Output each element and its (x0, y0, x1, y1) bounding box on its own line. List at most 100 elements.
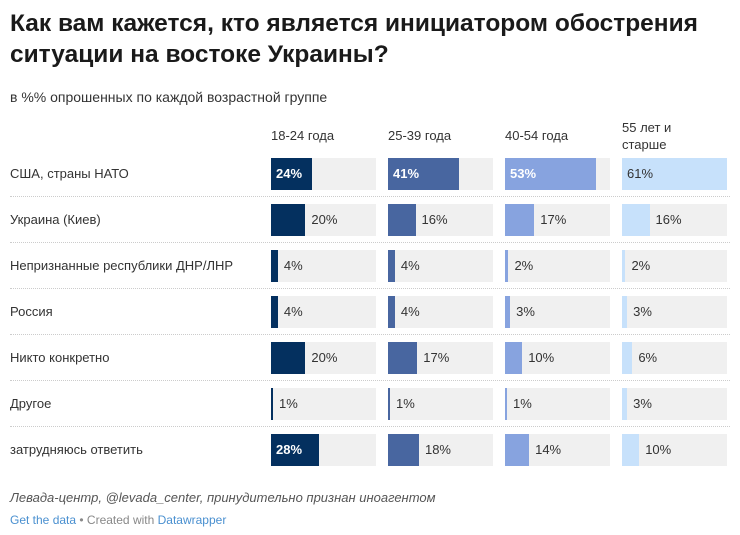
bar-value: 20% (311, 350, 338, 365)
row-divider (10, 380, 730, 381)
bar-value: 17% (540, 212, 567, 227)
row-divider (10, 334, 730, 335)
bar (622, 296, 628, 328)
bar-cell: 1% (271, 388, 376, 420)
bar-cell: 28% (271, 434, 376, 466)
chart-subtitle: в %% опрошенных по каждой возрастной гру… (10, 89, 328, 105)
bar-cell: 6% (622, 342, 727, 374)
bar-cell: 10% (622, 434, 727, 466)
bar-cell: 1% (505, 388, 610, 420)
bar-cell: 17% (505, 204, 610, 236)
bar-cell: 20% (271, 204, 376, 236)
bar (271, 204, 306, 236)
bar-value: 2% (631, 258, 651, 273)
bar (388, 250, 395, 282)
get-data-link[interactable]: Get the data (10, 513, 77, 527)
bar-cell: 3% (622, 296, 727, 328)
bar-cell: 4% (388, 250, 493, 282)
bar-value: 16% (421, 212, 448, 227)
bar-value: 14% (535, 442, 562, 457)
bar-cell: 2% (505, 250, 610, 282)
bar (271, 388, 273, 420)
column-header[interactable]: 55 лет и старше (622, 120, 672, 152)
bar-value: 3% (633, 304, 652, 319)
bar (388, 296, 395, 328)
bar-value: 1% (513, 396, 532, 411)
bar-cell: 10% (505, 342, 610, 374)
bar (388, 388, 390, 420)
bar-value: 61% (627, 166, 654, 181)
bar-value: 1% (279, 396, 298, 411)
bar-cell: 53% (505, 158, 610, 190)
bar-cell: 17% (388, 342, 493, 374)
bar-value: 20% (311, 212, 338, 227)
bar-cell: 16% (388, 204, 493, 236)
bar (271, 342, 306, 374)
bar-cell: 3% (505, 296, 610, 328)
bar (505, 158, 597, 190)
bar (388, 204, 416, 236)
bar (271, 434, 320, 466)
bar (388, 158, 459, 190)
row-divider (10, 242, 730, 243)
bar-value: 2% (514, 258, 534, 273)
bar-cell: 4% (388, 296, 493, 328)
bar-value: 3% (633, 396, 652, 411)
bar (622, 250, 626, 282)
bar-value: 28% (276, 442, 303, 457)
bar (505, 388, 507, 420)
row-label: Россия (10, 304, 53, 319)
bar-value: 4% (400, 258, 420, 273)
bar-value: 6% (638, 350, 658, 365)
table-row: Непризнанные республики ДНР/ЛНР 4% 4% 2% 2% (10, 243, 730, 289)
bar-value: 1% (396, 396, 415, 411)
bar-value: 4% (283, 258, 303, 273)
bar (271, 296, 278, 328)
table-row: Никто конкретно 20% 17% 10% 6% (10, 335, 730, 381)
row-label: Никто конкретно (10, 350, 110, 365)
bar (271, 158, 313, 190)
bar-cell: 41% (388, 158, 493, 190)
chart-title: Как вам кажется, кто является инициаторо… (10, 10, 698, 68)
bar-cell: 24% (271, 158, 376, 190)
bar-value: 17% (423, 350, 450, 365)
column-header[interactable]: 40-54 года (505, 128, 569, 143)
bar-cell: 14% (505, 434, 610, 466)
bar (622, 434, 640, 466)
bar-value: 3% (516, 304, 535, 319)
bar (622, 204, 650, 236)
bar-value: 10% (528, 350, 555, 365)
bar (505, 296, 511, 328)
table-row: Россия 4% 4% 3% 3% (10, 289, 730, 335)
row-label: Непризнанные республики ДНР/ЛНР (10, 258, 234, 273)
bar (388, 434, 419, 466)
bar (505, 250, 509, 282)
source-note: Левада-центр, @levada_center, принудител… (10, 490, 436, 505)
bar-value: 4% (283, 304, 303, 319)
bar-value: 53% (510, 166, 537, 181)
datawrapper-link[interactable]: Datawrapper (157, 513, 227, 527)
bar-cell: 16% (622, 204, 727, 236)
footer: Get the data • Created with Datawrapper (10, 513, 226, 527)
bar (505, 204, 535, 236)
bar-cell: 61% (622, 158, 727, 190)
bar-value: 18% (424, 442, 451, 457)
bar-cell: 2% (622, 250, 727, 282)
row-label: США, страны НАТО (10, 166, 129, 181)
row-divider (10, 288, 730, 289)
column-header[interactable]: 25-39 года (388, 128, 452, 143)
bar-value: 4% (400, 304, 420, 319)
row-label: Украина (Киев) (10, 212, 101, 227)
table-row: США, страны НАТО 24% 41% 53% 61% (10, 151, 730, 197)
table-row: Другое 1% 1% 1% 3% (10, 381, 730, 427)
row-label: затрудняюсь ответить (10, 442, 143, 457)
bar (505, 342, 523, 374)
bar (622, 158, 727, 190)
bar (271, 250, 278, 282)
table-row: Украина (Киев) 20% 16% 17% 16% (10, 197, 730, 243)
bar-value: 16% (655, 212, 682, 227)
bar-value: 24% (276, 166, 303, 181)
column-header[interactable]: 18-24 года (271, 128, 335, 143)
footer-text: • Created with (76, 513, 158, 527)
